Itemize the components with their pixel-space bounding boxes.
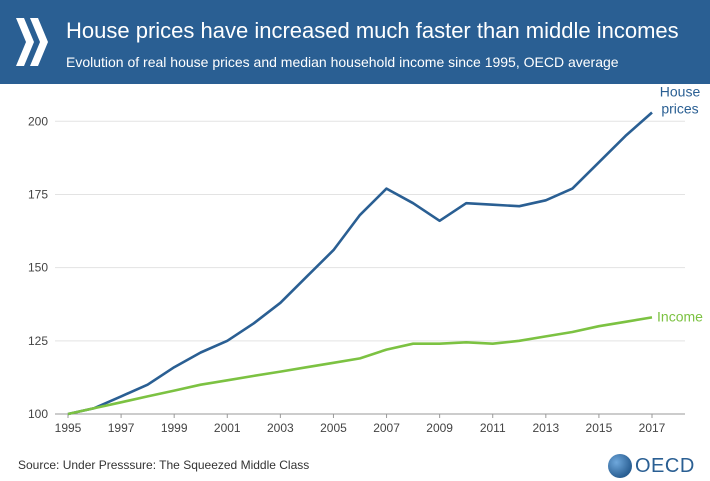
- x-tick-label: 2003: [267, 421, 294, 435]
- x-tick-label: 1995: [55, 421, 82, 435]
- x-tick-label: 2001: [214, 421, 241, 435]
- line-chart: 100 125 150 175 200 1995 1997 1999 2001 2003 2005 2…: [28, 84, 703, 435]
- x-tick-label: 1999: [161, 421, 188, 435]
- series-line-income: [67, 316, 653, 416]
- y-tick-label: 150: [28, 261, 48, 275]
- x-tick-label: 2015: [586, 421, 613, 435]
- source-note: Source: Under Presssure: The Squeezed Mi…: [18, 458, 310, 472]
- chart-subtitle: Evolution of real house prices and media…: [66, 54, 619, 70]
- y-tick-label: 100: [28, 407, 48, 421]
- x-tick-label: 2009: [426, 421, 453, 435]
- chart-header: House prices have increased much faster …: [0, 0, 710, 84]
- series-line-house-prices: [67, 111, 653, 416]
- y-tick-label: 175: [28, 187, 48, 201]
- y-tick-label: 200: [28, 114, 48, 128]
- chart-title: House prices have increased much faster …: [66, 18, 679, 43]
- oecd-logo-text: OECD: [635, 454, 695, 477]
- x-tick-label: 1997: [108, 421, 135, 435]
- y-tick-label: 125: [28, 334, 48, 348]
- x-tick-label: 2011: [480, 421, 506, 435]
- series-label-house-prices: House prices: [660, 84, 701, 116]
- x-tick-label: 2007: [373, 421, 400, 435]
- oecd-logo: OECD: [608, 454, 695, 478]
- x-tick-label: 2005: [320, 421, 347, 435]
- x-tick-label: 2017: [639, 421, 666, 435]
- x-tick-label: 2013: [532, 421, 559, 435]
- series-label-income: Income: [657, 308, 703, 324]
- oecd-chevrons-icon: [16, 18, 48, 66]
- oecd-globe-icon: [608, 454, 632, 478]
